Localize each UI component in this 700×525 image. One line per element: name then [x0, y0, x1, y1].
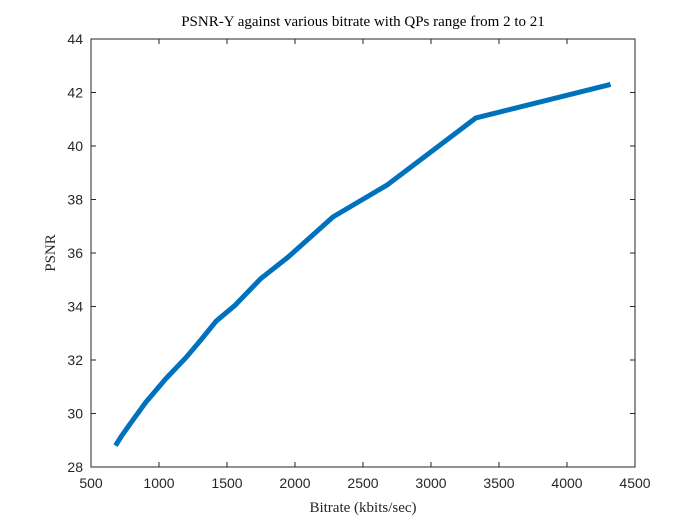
- y-tick-label: 40: [67, 138, 83, 154]
- x-tick-label: 2500: [347, 475, 378, 491]
- x-axis-label: Bitrate (kbits/sec): [309, 500, 416, 516]
- y-axis-label: PSNR: [43, 234, 59, 272]
- y-tick-label: 30: [67, 406, 83, 422]
- x-tick-label: 3000: [415, 475, 446, 491]
- x-tick-label: 500: [79, 475, 103, 491]
- chart-title: PSNR-Y against various bitrate with QPs …: [181, 14, 545, 30]
- y-tick-label: 44: [67, 31, 83, 47]
- y-tick-label: 36: [67, 245, 83, 261]
- y-tick-label: 42: [67, 85, 83, 101]
- plot-area: [90, 38, 636, 468]
- x-tick-label: 1000: [143, 475, 174, 491]
- y-tick-label: 38: [67, 192, 83, 208]
- y-tick-label: 34: [67, 299, 83, 315]
- x-tick-label: 3500: [483, 475, 514, 491]
- x-axis-ticks: 500 1000 1500 2000 2500 3000 3500 4000 4500: [79, 39, 651, 491]
- series-layer: [113, 82, 612, 447]
- series-line: [113, 82, 612, 447]
- x-tick-label: 2000: [279, 475, 310, 491]
- x-tick-label: 4000: [551, 475, 582, 491]
- y-axis-ticks: 28 30 32 34 36 38 40 42 44: [67, 31, 635, 475]
- x-tick-label: 4500: [619, 475, 650, 491]
- y-tick-label: 32: [67, 352, 83, 368]
- y-tick-label: 28: [67, 459, 83, 475]
- x-tick-label: 1500: [211, 475, 242, 491]
